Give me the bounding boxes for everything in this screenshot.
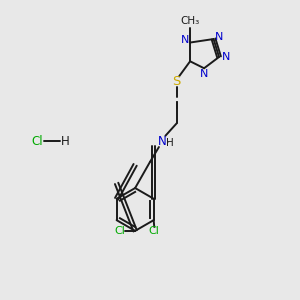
- Text: H: H: [166, 139, 174, 148]
- Text: N: N: [181, 35, 189, 45]
- Text: CH₃: CH₃: [181, 16, 200, 26]
- Text: N: N: [215, 32, 223, 42]
- Text: S: S: [172, 75, 181, 88]
- Text: ·: ·: [165, 138, 169, 148]
- Text: Cl: Cl: [31, 135, 43, 148]
- Text: H: H: [61, 135, 70, 148]
- Text: N: N: [158, 135, 166, 148]
- Text: N: N: [221, 52, 230, 62]
- Text: N: N: [200, 69, 208, 79]
- Text: Cl: Cl: [115, 226, 126, 236]
- Text: Cl: Cl: [149, 226, 160, 236]
